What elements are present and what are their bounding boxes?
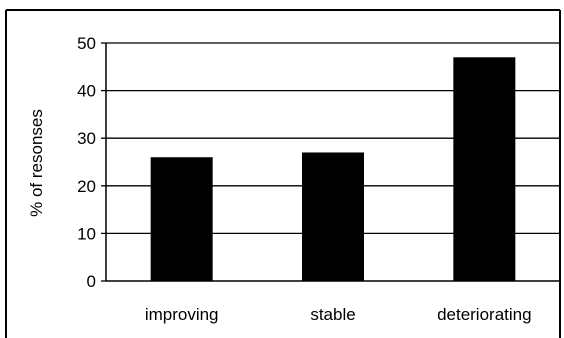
y-tick-labels: 0 10 20 30 40 50 (77, 34, 96, 291)
y-tick-label: 30 (77, 129, 96, 148)
bar-improving (150, 157, 213, 281)
x-tick-label-stable: stable (310, 305, 355, 324)
bar-deteriorating (453, 57, 516, 281)
x-tick-label-improving: improving (145, 305, 219, 324)
y-tick-label: 50 (77, 34, 96, 53)
y-tick-label: 10 (77, 224, 96, 243)
bars (150, 57, 516, 281)
bar-stable (302, 152, 364, 281)
y-axis-label: % of resonses (27, 109, 46, 217)
y-tick-label: 20 (77, 177, 96, 196)
axes (101, 42, 560, 282)
x-tick-labels: improving stable deteriorating (145, 305, 532, 324)
y-tick-label: 40 (77, 82, 96, 101)
x-tick-label-deteriorating: deteriorating (437, 305, 532, 324)
y-tick-label: 0 (87, 272, 96, 291)
